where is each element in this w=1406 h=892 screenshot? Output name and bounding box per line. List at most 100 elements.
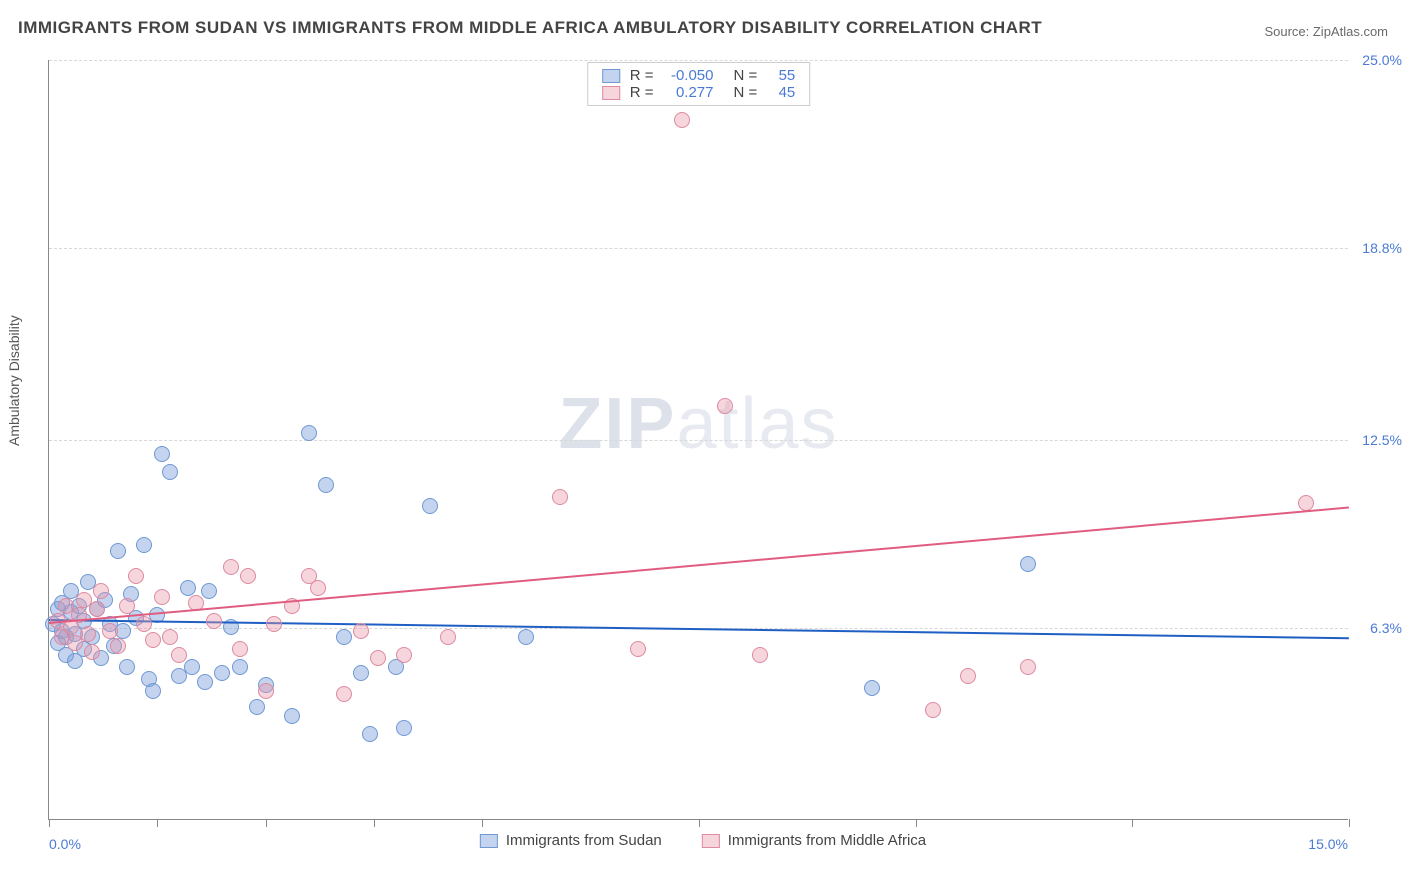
data-point — [518, 629, 534, 645]
source-attribution: Source: ZipAtlas.com — [1264, 24, 1388, 39]
data-point — [184, 659, 200, 675]
data-point — [232, 659, 248, 675]
data-point — [76, 592, 92, 608]
data-point — [154, 446, 170, 462]
y-axis-title: Ambulatory Disability — [6, 315, 22, 446]
data-point — [232, 641, 248, 657]
series-legend: Immigrants from SudanImmigrants from Mid… — [480, 832, 926, 849]
data-point — [84, 629, 100, 645]
x-tick — [49, 819, 50, 827]
data-point — [128, 568, 144, 584]
data-point — [310, 580, 326, 596]
data-point — [71, 598, 87, 614]
legend-label: Immigrants from Middle Africa — [728, 832, 926, 849]
data-point — [67, 635, 83, 651]
n-value: 55 — [767, 67, 795, 84]
data-point — [249, 699, 265, 715]
r-value: -0.050 — [664, 67, 714, 84]
y-tick-label: 25.0% — [1362, 52, 1402, 68]
x-min-label: 0.0% — [49, 836, 81, 852]
legend-swatch — [702, 834, 720, 848]
data-point — [63, 604, 79, 620]
data-point — [422, 498, 438, 514]
data-point — [318, 477, 334, 493]
data-point — [58, 598, 74, 614]
data-point — [171, 668, 187, 684]
data-point — [58, 629, 74, 645]
data-point — [119, 659, 135, 675]
data-point — [89, 601, 105, 617]
data-point — [396, 720, 412, 736]
legend-swatch — [602, 86, 620, 100]
data-point — [84, 644, 100, 660]
x-tick — [482, 819, 483, 827]
legend-swatch — [480, 834, 498, 848]
x-tick — [157, 819, 158, 827]
correlation-stats-box: R =-0.050N =55R =0.277N =45 — [587, 62, 811, 106]
data-point — [93, 583, 109, 599]
data-point — [93, 650, 109, 666]
data-point — [630, 641, 646, 657]
stats-row: R =0.277N =45 — [602, 84, 796, 101]
data-point — [58, 647, 74, 663]
data-point — [67, 653, 83, 669]
y-tick-label: 12.5% — [1362, 432, 1402, 448]
y-tick-label: 18.8% — [1362, 240, 1402, 256]
data-point — [76, 641, 92, 657]
n-key: N = — [734, 67, 758, 84]
data-point — [1020, 659, 1036, 675]
data-point — [223, 559, 239, 575]
x-tick — [374, 819, 375, 827]
data-point — [141, 671, 157, 687]
data-point — [266, 616, 282, 632]
data-point — [162, 464, 178, 480]
data-point — [301, 425, 317, 441]
data-point — [145, 632, 161, 648]
data-point — [50, 601, 66, 617]
data-point — [106, 638, 122, 654]
data-point — [50, 635, 66, 651]
data-point — [136, 616, 152, 632]
data-point — [110, 638, 126, 654]
data-point — [258, 677, 274, 693]
data-point — [717, 398, 733, 414]
data-point — [1298, 495, 1314, 511]
gridline — [49, 60, 1348, 61]
legend-item: Immigrants from Middle Africa — [702, 832, 926, 849]
data-point — [171, 647, 187, 663]
data-point — [54, 595, 70, 611]
data-point — [240, 568, 256, 584]
data-point — [960, 668, 976, 684]
data-point — [362, 726, 378, 742]
legend-swatch — [602, 69, 620, 83]
data-point — [864, 680, 880, 696]
n-key: N = — [734, 84, 758, 101]
data-point — [284, 708, 300, 724]
watermark: ZIPatlas — [558, 383, 838, 465]
x-tick — [699, 819, 700, 827]
data-point — [214, 665, 230, 681]
gridline — [49, 248, 1348, 249]
data-point — [123, 586, 139, 602]
data-point — [154, 589, 170, 605]
data-point — [370, 650, 386, 666]
data-point — [136, 537, 152, 553]
scatter-plot-area: ZIPatlas R =-0.050N =55R =0.277N =45 6.3… — [48, 60, 1348, 820]
data-point — [180, 580, 196, 596]
x-tick — [266, 819, 267, 827]
data-point — [54, 629, 70, 645]
data-point — [197, 674, 213, 690]
data-point — [440, 629, 456, 645]
data-point — [752, 647, 768, 663]
data-point — [80, 574, 96, 590]
chart-title: IMMIGRANTS FROM SUDAN VS IMMIGRANTS FROM… — [18, 18, 1042, 38]
data-point — [336, 686, 352, 702]
data-point — [552, 489, 568, 505]
x-max-label: 15.0% — [1308, 836, 1348, 852]
data-point — [201, 583, 217, 599]
data-point — [396, 647, 412, 663]
data-point — [102, 623, 118, 639]
data-point — [674, 112, 690, 128]
data-point — [110, 543, 126, 559]
data-point — [258, 683, 274, 699]
